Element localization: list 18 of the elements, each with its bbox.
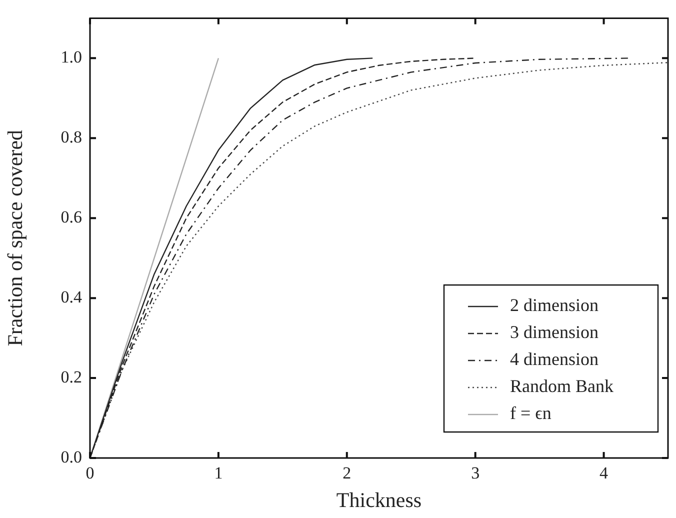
y-tick-label: 1.0 <box>60 48 82 67</box>
x-axis-title: Thickness <box>336 488 422 512</box>
legend-label: f = ϵn <box>510 403 552 424</box>
legend-label: 2 dimension <box>510 295 598 316</box>
x-tick-label: 0 <box>86 464 94 483</box>
legend-label: 4 dimension <box>510 349 598 370</box>
legend-label: 3 dimension <box>510 322 598 342</box>
y-tick-label: 0.2 <box>60 368 82 387</box>
x-tick-label: 1 <box>214 464 223 483</box>
y-tick-label: 0.0 <box>60 447 82 466</box>
y-tick-label: 0.8 <box>60 128 82 147</box>
legend-label: Random Bank <box>510 376 614 396</box>
x-tick-label: 2 <box>342 464 352 483</box>
x-tick-label: 4 <box>600 464 609 483</box>
y-tick-label: 0.6 <box>60 208 82 227</box>
y-axis-title: Fraction of space covered <box>3 129 28 346</box>
y-tick-label: 0.4 <box>60 288 82 307</box>
x-tick-label: 3 <box>471 464 480 483</box>
